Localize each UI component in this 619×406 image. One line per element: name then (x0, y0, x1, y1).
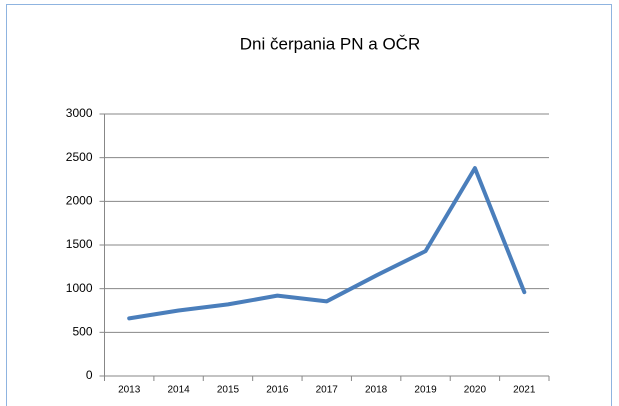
y-tick-label: 0 (86, 368, 93, 382)
y-tick-label: 500 (72, 325, 92, 339)
x-tick-label: 2013 (118, 385, 141, 396)
x-tick-label: 2020 (464, 385, 487, 396)
y-tick-label: 1000 (66, 281, 93, 295)
y-tick-label: 1500 (66, 237, 93, 251)
x-tick-label: 2015 (217, 385, 240, 396)
x-tick-label: 2014 (167, 385, 190, 396)
y-tick-label: 2500 (66, 150, 93, 164)
x-tick-label: 2016 (266, 385, 289, 396)
chart-title: Dni čerpania PN a OČR (240, 34, 420, 53)
x-tick-label: 2021 (513, 385, 536, 396)
x-tick-label: 2019 (414, 385, 437, 396)
chart-frame (6, 4, 612, 406)
data-line (127, 166, 527, 321)
x-tick-label: 2018 (365, 385, 388, 396)
y-tick-label: 3000 (66, 106, 93, 120)
x-tick-label: 2017 (316, 385, 339, 396)
y-tick-label: 2000 (66, 194, 93, 208)
